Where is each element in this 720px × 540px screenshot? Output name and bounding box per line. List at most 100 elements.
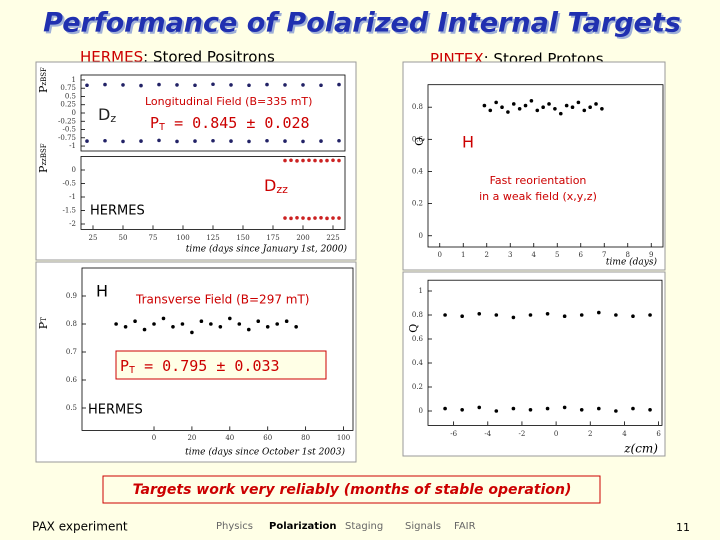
y-tick-label: 0.2 [412,383,423,391]
data-point [541,105,545,109]
data-point [256,319,261,324]
y-tick-label: 0.6 [66,376,78,384]
data-point [582,108,587,113]
y-tick-label: 0.4 [412,167,424,175]
x-tick-label: 100 [176,234,189,242]
data-point [319,215,323,220]
y-tick-label: 0 [72,166,76,174]
plot-frame [402,61,666,271]
data-point [325,158,329,163]
data-point [237,322,242,326]
x-tick-label: 8 [626,251,630,259]
data-point [614,409,618,413]
y-label-part: BSF [40,67,48,82]
p: P [150,114,159,132]
y-label-part: Q [413,137,426,146]
title-shadow: Performance of Polarized Internal Target… [45,10,683,41]
data-point [103,138,107,143]
footer-left: PAX experiment [32,520,128,534]
hermes-label: HERMES [90,204,145,219]
data-point [477,405,482,410]
x-tick-label: 0 [152,434,156,442]
nav-item: Polarization [269,521,337,532]
x-tick-label: 6 [579,251,584,259]
heading-name: HERMES [80,48,143,66]
data-point [511,102,516,106]
data-point [85,139,89,143]
data-point [121,139,125,144]
nav-item: FAIR [454,521,476,532]
d: D [98,105,110,124]
y-tick-label: 0.4 [412,359,424,367]
y-label-part: Q [407,324,420,333]
data-point [494,100,498,105]
data-point [545,312,550,316]
axes-box [427,84,664,248]
data-point [648,313,652,317]
x-tick-label: -4 [484,430,491,438]
data-point [553,107,557,111]
data-point [295,215,299,220]
data-point [114,322,118,326]
data-point [123,325,128,329]
data-point [337,82,341,87]
data-point [199,319,204,324]
y-tick-label: -1 [69,142,76,150]
sub: T [159,122,165,133]
data-point [193,139,197,143]
data-point [319,83,323,88]
data-point [171,325,175,329]
data-point [488,108,493,113]
y-tick-label: -0.5 [63,126,77,134]
polarization-value: PT = 0.795 ± 0.033 [120,357,280,377]
data-point [648,408,652,412]
y-tick-label: -2 [69,220,76,228]
data-point [85,83,89,88]
x-tick-label: 2 [485,251,489,259]
y-tick-label: 0.7 [66,348,77,356]
data-point [600,107,604,111]
x-tick-label: 75 [149,234,158,242]
y-label-part: P [37,165,50,173]
x-tick-label: 1 [461,251,465,259]
data-point [576,100,581,105]
y-tick-label: -1.5 [63,207,77,215]
data-point [247,83,251,88]
y-tick-label: 0.5 [65,92,76,100]
data-point [570,105,575,109]
nav-item: Signals [405,521,441,532]
data-point [558,111,563,116]
data-point [313,158,317,163]
h-label: H [96,282,108,301]
y-tick-label: 0.6 [412,135,424,143]
x-tick-label: 20 [187,434,196,442]
data-point [564,103,569,108]
data-point [562,405,567,410]
x-tick-label: 50 [119,234,128,242]
data-point [337,158,341,163]
data-point [209,322,213,326]
data-point [337,138,341,143]
y-tick-label: 0.75 [60,84,76,92]
x-tick-label: 125 [206,234,219,242]
y-label-part: zz [40,158,48,166]
note: Fast reorientation [490,174,587,187]
y-axis-label: Q [413,137,426,146]
data-point [594,102,598,106]
data-point [301,83,305,87]
data-point [103,82,107,87]
y-tick-label: 1 [72,76,76,84]
data-point [284,319,289,324]
dzz-label: Dzz [264,176,288,197]
data-point [301,216,305,220]
y-tick-label: -1 [69,193,76,201]
data-point [319,139,323,143]
data-point [331,158,335,163]
x-tick-label: 175 [266,234,279,242]
y-axis-label: PzBSF [37,67,50,93]
data-point [535,108,540,113]
y-label-part: T [40,317,48,322]
y-axis-label: PzzBSF [37,143,50,173]
data-point [283,139,287,143]
